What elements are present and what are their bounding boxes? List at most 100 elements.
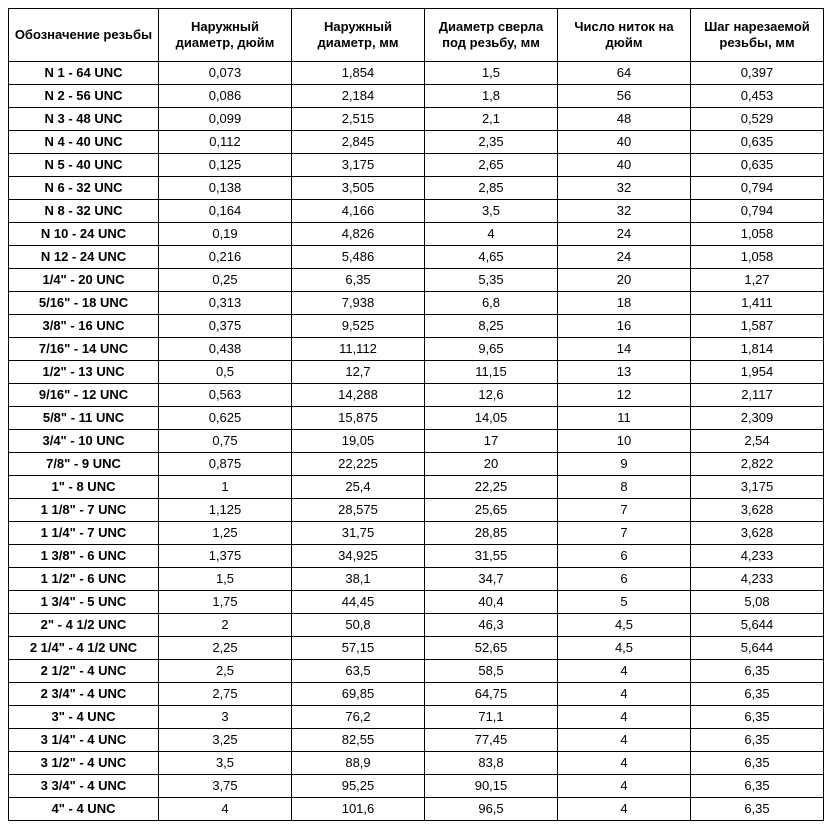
table-cell: 0,75 [159, 430, 292, 453]
table-cell: 0,25 [159, 269, 292, 292]
table-cell: 32 [558, 200, 691, 223]
table-row: 3 1/4" - 4 UNC3,2582,5577,4546,35 [9, 729, 824, 752]
table-cell: 4 [558, 729, 691, 752]
table-cell: 11 [558, 407, 691, 430]
table-row: N 8 - 32 UNC0,1644,1663,5320,794 [9, 200, 824, 223]
table-cell: 4 [558, 775, 691, 798]
table-row: 5/8" - 11 UNC0,62515,87514,05112,309 [9, 407, 824, 430]
table-cell: 2,117 [691, 384, 824, 407]
table-cell: 2,75 [159, 683, 292, 706]
table-cell: 0,19 [159, 223, 292, 246]
table-cell: 1" - 8 UNC [9, 476, 159, 499]
table-cell: 4 [159, 798, 292, 821]
table-cell: 3 3/4" - 4 UNC [9, 775, 159, 798]
col-header-outer-dia-mm: Наружный диаметр, мм [292, 9, 425, 62]
table-cell: 5,486 [292, 246, 425, 269]
table-cell: 0,529 [691, 108, 824, 131]
table-cell: 4,65 [425, 246, 558, 269]
table-cell: 40 [558, 131, 691, 154]
table-body: N 1 - 64 UNC0,0731,8541,5640,397N 2 - 56… [9, 62, 824, 821]
table-cell: 44,45 [292, 591, 425, 614]
table-row: 1" - 8 UNC125,422,2583,175 [9, 476, 824, 499]
table-cell: 6,35 [691, 798, 824, 821]
table-cell: 0,086 [159, 85, 292, 108]
table-cell: 2,54 [691, 430, 824, 453]
table-cell: 0,635 [691, 154, 824, 177]
table-cell: 2,1 [425, 108, 558, 131]
table-cell: N 5 - 40 UNC [9, 154, 159, 177]
table-cell: 1,375 [159, 545, 292, 568]
table-cell: 13 [558, 361, 691, 384]
table-cell: 0,453 [691, 85, 824, 108]
table-cell: 14 [558, 338, 691, 361]
table-cell: 4,233 [691, 545, 824, 568]
table-cell: N 12 - 24 UNC [9, 246, 159, 269]
table-cell: 77,45 [425, 729, 558, 752]
table-cell: 2,184 [292, 85, 425, 108]
table-row: 1 1/2" - 6 UNC1,538,134,764,233 [9, 568, 824, 591]
table-row: 3/8" - 16 UNC0,3759,5258,25161,587 [9, 315, 824, 338]
table-cell: 1,814 [691, 338, 824, 361]
table-cell: 4 [558, 752, 691, 775]
table-cell: 2,65 [425, 154, 558, 177]
table-cell: 2 3/4" - 4 UNC [9, 683, 159, 706]
table-cell: N 8 - 32 UNC [9, 200, 159, 223]
table-cell: 9 [558, 453, 691, 476]
table-cell: 6,35 [292, 269, 425, 292]
table-cell: 24 [558, 223, 691, 246]
table-cell: 0,073 [159, 62, 292, 85]
table-cell: 11,15 [425, 361, 558, 384]
col-header-tpi: Число ниток на дюйм [558, 9, 691, 62]
table-row: N 3 - 48 UNC0,0992,5152,1480,529 [9, 108, 824, 131]
table-cell: 64,75 [425, 683, 558, 706]
table-cell: 12,7 [292, 361, 425, 384]
table-cell: 9,65 [425, 338, 558, 361]
table-cell: 0,5 [159, 361, 292, 384]
table-cell: 0,794 [691, 200, 824, 223]
table-cell: 6 [558, 568, 691, 591]
table-cell: 12 [558, 384, 691, 407]
table-cell: 63,5 [292, 660, 425, 683]
table-cell: 0,138 [159, 177, 292, 200]
table-row: 1/4" - 20 UNC0,256,355,35201,27 [9, 269, 824, 292]
table-cell: 16 [558, 315, 691, 338]
table-cell: 1 [159, 476, 292, 499]
table-cell: 0,216 [159, 246, 292, 269]
table-cell: 82,55 [292, 729, 425, 752]
table-cell: 1,058 [691, 246, 824, 269]
table-cell: 0,313 [159, 292, 292, 315]
table-cell: 0,875 [159, 453, 292, 476]
table-row: 2 3/4" - 4 UNC2,7569,8564,7546,35 [9, 683, 824, 706]
table-cell: N 1 - 64 UNC [9, 62, 159, 85]
table-cell: 3/8" - 16 UNC [9, 315, 159, 338]
table-cell: 14,288 [292, 384, 425, 407]
table-cell: 90,15 [425, 775, 558, 798]
table-cell: 1,587 [691, 315, 824, 338]
table-cell: 1,411 [691, 292, 824, 315]
table-cell: 3 1/4" - 4 UNC [9, 729, 159, 752]
table-row: 1 3/8" - 6 UNC1,37534,92531,5564,233 [9, 545, 824, 568]
table-row: 7/16" - 14 UNC0,43811,1129,65141,814 [9, 338, 824, 361]
table-row: N 10 - 24 UNC0,194,8264241,058 [9, 223, 824, 246]
table-cell: 96,5 [425, 798, 558, 821]
table-row: N 12 - 24 UNC0,2165,4864,65241,058 [9, 246, 824, 269]
table-cell: 5,644 [691, 637, 824, 660]
table-cell: 4,5 [558, 614, 691, 637]
table-cell: 31,55 [425, 545, 558, 568]
table-cell: 8 [558, 476, 691, 499]
col-header-outer-dia-inch: Наружный диаметр, дюйм [159, 9, 292, 62]
table-cell: 6 [558, 545, 691, 568]
table-cell: 1 3/4" - 5 UNC [9, 591, 159, 614]
table-cell: 4 [558, 798, 691, 821]
table-cell: 0,099 [159, 108, 292, 131]
table-cell: 20 [425, 453, 558, 476]
table-cell: 28,85 [425, 522, 558, 545]
col-header-drill-dia: Диаметр сверла под резьбу, мм [425, 9, 558, 62]
table-cell: 1,854 [292, 62, 425, 85]
table-row: 1/2" - 13 UNC0,512,711,15131,954 [9, 361, 824, 384]
table-cell: 10 [558, 430, 691, 453]
table-cell: 0,625 [159, 407, 292, 430]
table-cell: 4,826 [292, 223, 425, 246]
table-cell: 0,794 [691, 177, 824, 200]
table-cell: 4 [425, 223, 558, 246]
